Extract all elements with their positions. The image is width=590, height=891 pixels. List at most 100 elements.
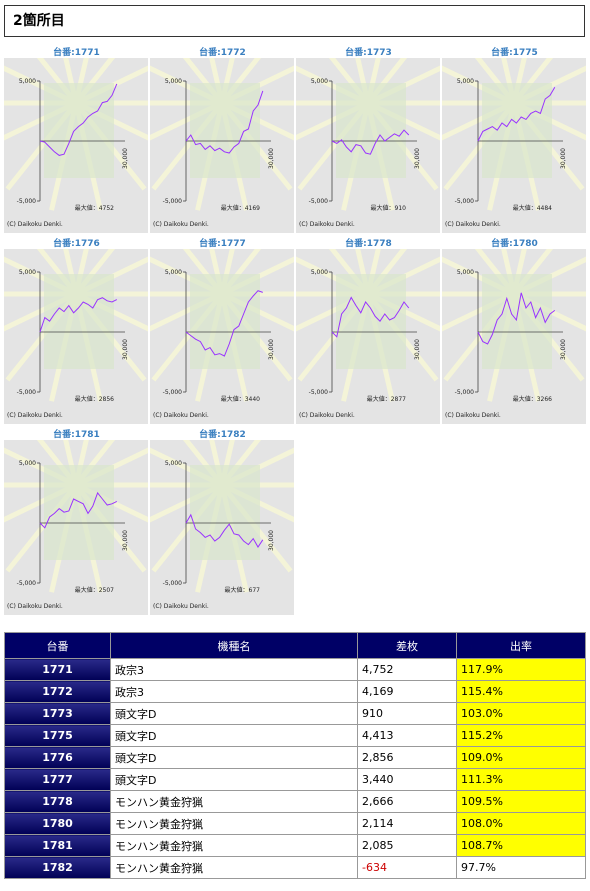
coin-diff: 2,085 [357, 834, 457, 857]
y-tick-label: -5,000 [455, 198, 475, 205]
x-max-label: 30,000 [122, 530, 129, 551]
table-row: 1781 モンハン黄金狩猟 2,085 108.7% [4, 834, 586, 857]
payout-rate: 115.4% [456, 680, 586, 703]
x-max-label: 30,000 [414, 148, 421, 169]
table-row: 1773 頭文字D 910 103.0% [4, 702, 586, 725]
max-value: 最大値：677 [225, 586, 261, 594]
max-value: 最大値：4484 [513, 204, 552, 212]
bg-machine [190, 465, 260, 560]
y-tick-label: -5,000 [163, 389, 183, 396]
max-value: 最大値：2507 [75, 586, 114, 594]
graph-label: 台番:1772 [199, 48, 246, 58]
payout-rate: 108.7% [456, 834, 586, 857]
table-row: 1782 モンハン黄金狩猟 -634 97.7% [4, 856, 586, 879]
y-tick-label: 5,000 [165, 78, 182, 85]
x-max-label: 30,000 [560, 148, 567, 169]
machine-name: 頭文字D [110, 702, 358, 725]
machine-name: 政宗3 [110, 680, 358, 703]
y-tick-label: -5,000 [17, 580, 37, 587]
slump-line [39, 297, 118, 333]
graph-panel: 5,000 -5,000 30,000 最大値：2877 (C) Daikoku Den… [296, 249, 440, 424]
graph-panel: 5,000 -5,000 30,000 最大値：3266 (C) Daikoku Den… [442, 249, 586, 424]
slump-line [477, 86, 556, 142]
y-tick-label: -5,000 [17, 389, 37, 396]
table-row: 1777 頭文字D 3,440 111.3% [4, 768, 586, 791]
graph-panel: 5,000 -5,000 30,000 最大値：2507 (C) Daikoku Den… [4, 440, 148, 615]
section-title: 2箇所目 [4, 5, 585, 37]
machine-number: 1782 [4, 856, 111, 879]
slump-line [331, 129, 410, 155]
slump-line [331, 296, 410, 338]
coin-diff: 2,666 [357, 790, 457, 813]
y-tick-label: -5,000 [309, 198, 329, 205]
y-tick-label: -5,000 [309, 389, 329, 396]
max-value: 最大値：2877 [367, 395, 406, 403]
slump-line [185, 290, 263, 357]
y-tick-label: 5,000 [311, 269, 328, 276]
credit: (C) Daikoku Denki. [445, 412, 501, 419]
slump-line [185, 90, 264, 154]
y-tick-label: 5,000 [457, 78, 474, 85]
graph-panel: 5,000 -5,000 30,000 最大値：4169 (C) Daikoku Den… [150, 58, 294, 233]
y-tick-label: 5,000 [19, 269, 36, 276]
x-max-label: 30,000 [122, 339, 129, 360]
payout-rate: 109.5% [456, 790, 586, 813]
coin-diff: 2,114 [357, 812, 457, 835]
credit: (C) Daikoku Denki. [7, 603, 63, 610]
machine-number: 1776 [4, 746, 111, 769]
max-value: 最大値：2856 [75, 395, 114, 403]
table-row: 1778 モンハン黄金狩猟 2,666 109.5% [4, 790, 586, 813]
coin-diff: 4,413 [357, 724, 457, 747]
bg-machine [44, 274, 114, 369]
graph-label: 台番:1781 [53, 430, 100, 440]
x-max-label: 30,000 [268, 339, 275, 360]
machine-number: 1780 [4, 812, 111, 835]
column-header: 差枚 [357, 632, 457, 659]
credit: (C) Daikoku Denki. [153, 603, 209, 610]
y-tick-label: 5,000 [165, 269, 182, 276]
machine-name: 政宗3 [110, 658, 358, 681]
credit: (C) Daikoku Denki. [7, 412, 63, 419]
y-tick-label: 5,000 [457, 269, 474, 276]
coin-diff: 2,856 [357, 746, 457, 769]
credit: (C) Daikoku Denki. [299, 221, 355, 228]
machine-name: 頭文字D [110, 768, 358, 791]
bg-machine [190, 83, 260, 178]
table-row: 1772 政宗3 4,169 115.4% [4, 680, 586, 703]
payout-rate: 97.7% [456, 856, 586, 879]
machine-name: 頭文字D [110, 746, 358, 769]
max-value: 最大値：3266 [513, 395, 552, 403]
coin-diff: 910 [357, 702, 457, 725]
table-row: 1771 政宗3 4,752 117.9% [4, 658, 586, 681]
y-tick-label: 5,000 [165, 460, 182, 467]
graph-label: 台番:1782 [199, 430, 246, 440]
bg-machine [336, 83, 406, 178]
machine-name: モンハン黄金狩猟 [110, 856, 358, 879]
x-max-label: 30,000 [122, 148, 129, 169]
result-table: 台番 機種名 差枚 出率 1771 政宗3 4,752 117.9% 1772 政宗3 4,169… [4, 632, 586, 879]
payout-rate: 117.9% [456, 658, 586, 681]
y-tick-label: 5,000 [19, 78, 36, 85]
machine-number: 1781 [4, 834, 111, 857]
payout-rate: 115.2% [456, 724, 586, 747]
machine-name: モンハン黄金狩猟 [110, 790, 358, 813]
max-value: 最大値：3440 [221, 395, 260, 403]
slump-line [39, 83, 118, 156]
column-header: 台番 [4, 632, 111, 659]
y-tick-label: 5,000 [311, 78, 328, 85]
credit: (C) Daikoku Denki. [445, 221, 501, 228]
column-header: 出率 [456, 632, 586, 659]
x-max-label: 30,000 [560, 339, 567, 360]
graph-label: 台番:1776 [53, 239, 100, 249]
y-tick-label: -5,000 [17, 198, 37, 205]
coin-diff: 3,440 [357, 768, 457, 791]
graph-label: 台番:1773 [345, 48, 392, 58]
machine-name: モンハン黄金狩猟 [110, 834, 358, 857]
slump-line [39, 491, 118, 529]
machine-number: 1778 [4, 790, 111, 813]
graph-panel: 5,000 -5,000 30,000 最大値：2856 (C) Daikoku Den… [4, 249, 148, 424]
machine-number: 1772 [4, 680, 111, 703]
max-value: 最大値：910 [371, 204, 407, 212]
coin-diff: 4,752 [357, 658, 457, 681]
